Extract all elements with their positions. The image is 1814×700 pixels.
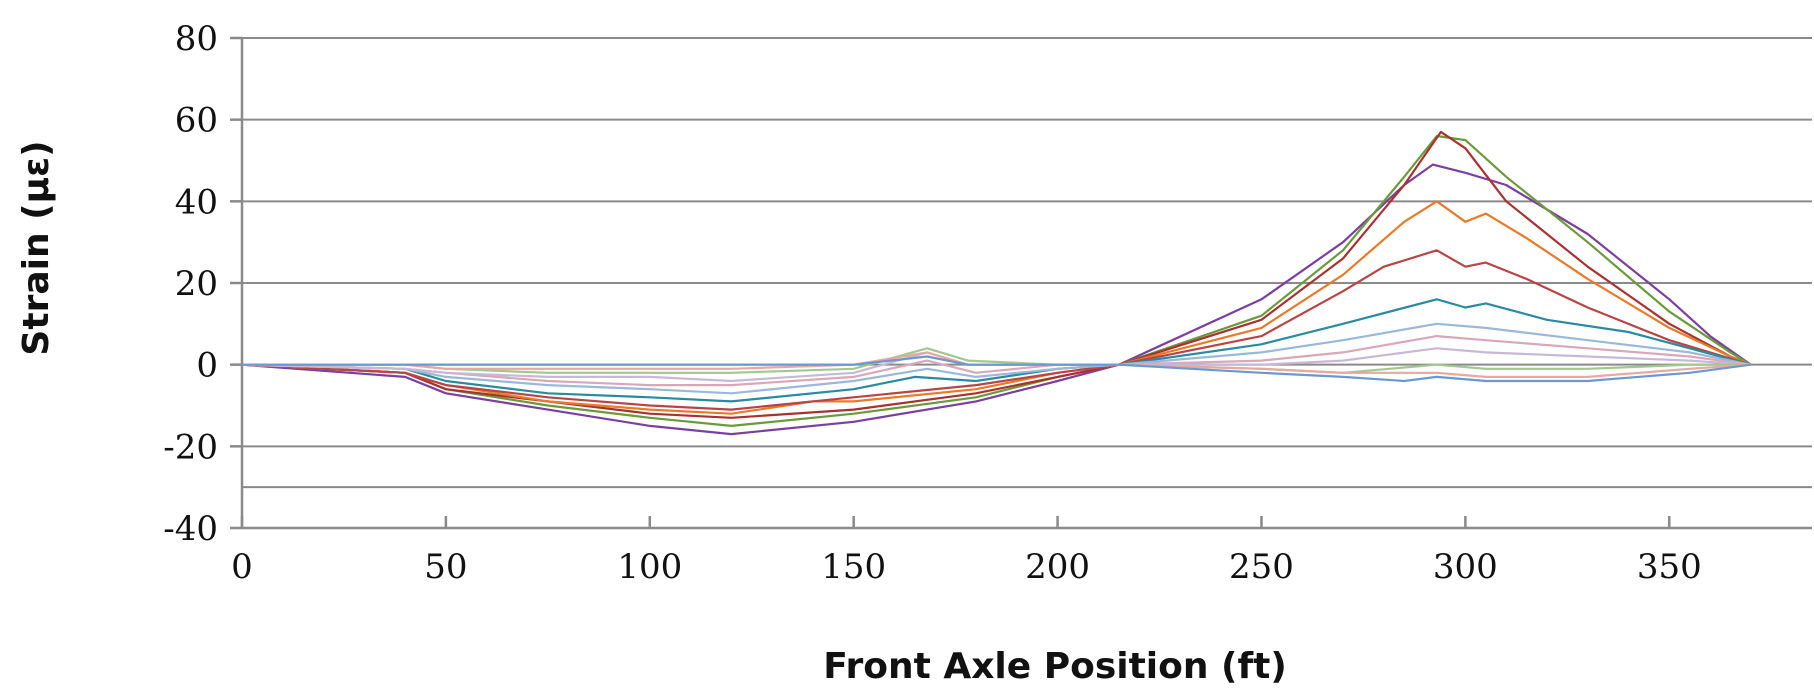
x-tick-label: 300 <box>1433 547 1498 587</box>
x-tick-label: 50 <box>424 547 467 587</box>
series-line-10 <box>242 347 1751 374</box>
series-line-8 <box>241 335 1751 387</box>
y-tick-label: -20 <box>163 427 218 467</box>
x-tick-label: 250 <box>1229 547 1294 587</box>
y-axis-title: Strain (µε) <box>16 140 57 355</box>
series-line-4 <box>241 200 1752 415</box>
x-tick-label: 150 <box>821 547 886 587</box>
gridlines <box>242 37 1812 489</box>
axes <box>230 36 1812 530</box>
y-tick-label: 20 <box>175 264 218 304</box>
y-tick-label: 40 <box>175 182 218 222</box>
y-tick-label: 0 <box>196 346 218 386</box>
series-lines <box>241 130 1752 436</box>
y-tick-label: 80 <box>175 19 218 59</box>
y-tick-label: 60 <box>175 101 218 141</box>
x-tick-label: 100 <box>617 547 682 587</box>
x-tick-label: 200 <box>1025 547 1090 587</box>
x-tick-label: 0 <box>231 547 253 587</box>
series-line-7 <box>241 322 1752 395</box>
series-line-5 <box>241 249 1752 411</box>
x-axis-title: Front Axle Position (ft) <box>823 646 1287 687</box>
series-line-2 <box>241 134 1752 427</box>
series-line-12 <box>242 355 1751 383</box>
series-line-1 <box>241 163 1752 436</box>
x-tick-label: 350 <box>1637 547 1702 587</box>
y-tick-label: -40 <box>163 509 218 549</box>
